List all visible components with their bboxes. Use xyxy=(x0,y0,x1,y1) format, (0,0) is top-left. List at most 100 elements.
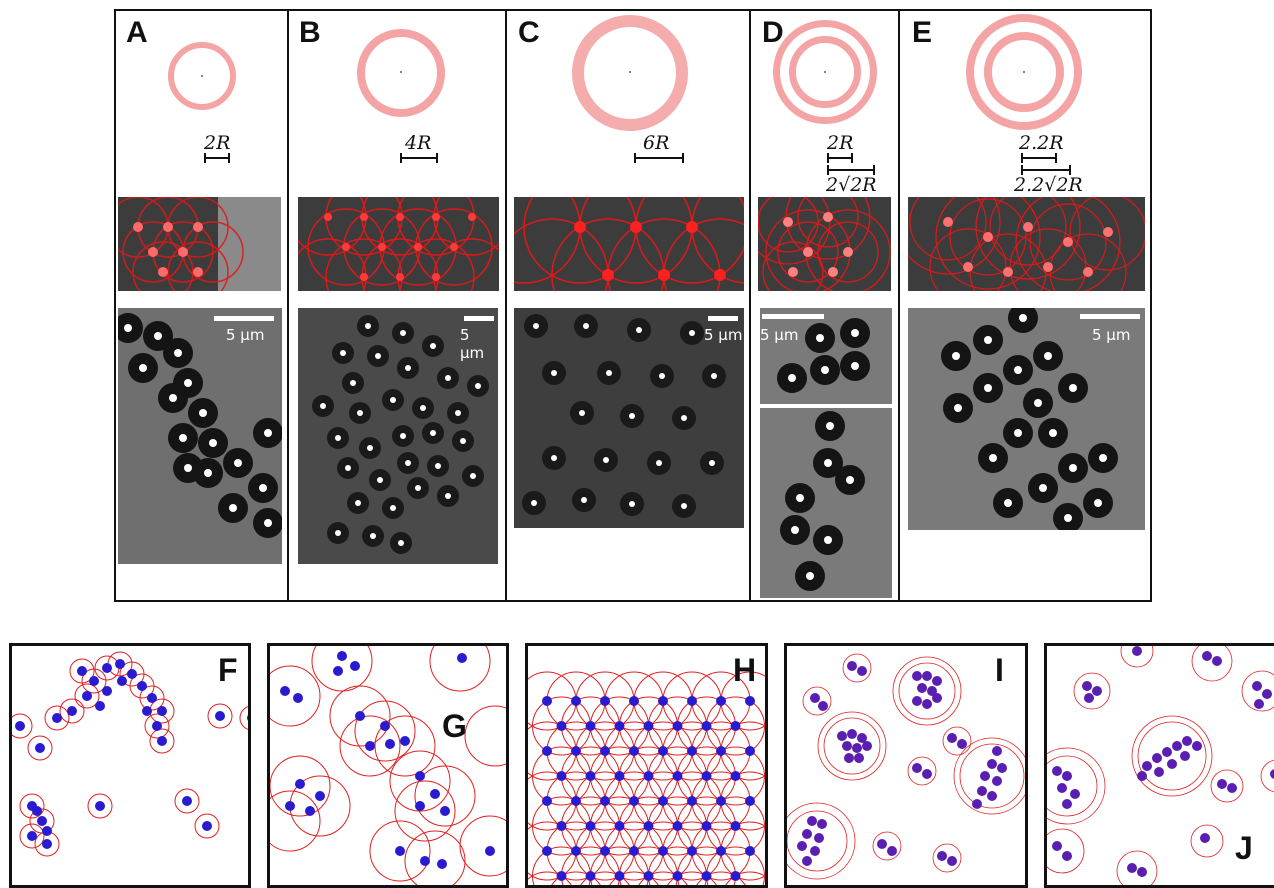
scale-label-b: 4R xyxy=(405,132,432,154)
lattice-particle xyxy=(672,771,683,781)
lattice-particle xyxy=(614,871,625,881)
scale-bar-e2 xyxy=(1021,165,1071,175)
lattice-particle xyxy=(629,796,639,806)
micro-scalebar-b xyxy=(464,316,494,321)
sim-label-h: H xyxy=(733,652,757,688)
lattice-particle xyxy=(643,721,654,731)
lattice-particle xyxy=(614,721,625,731)
divider-de xyxy=(898,9,900,602)
sim-label-j: J xyxy=(1235,830,1253,866)
lattice-particle xyxy=(556,771,567,781)
lattice-ring xyxy=(609,871,659,885)
lattice-particle xyxy=(600,846,610,856)
micrograph-a: 5 μm xyxy=(118,308,282,564)
lattice-particle xyxy=(571,746,581,756)
micro-scale-label-a: 5 μm xyxy=(226,326,265,344)
lattice-particle xyxy=(629,696,639,706)
lattice-ring xyxy=(720,721,765,781)
lattice-particle xyxy=(701,721,712,731)
potential-ring-d-outer xyxy=(773,20,877,124)
lattice-particle xyxy=(556,721,567,731)
scale-bar-c xyxy=(634,153,684,163)
lattice-particle xyxy=(643,871,654,881)
lattice-particle xyxy=(730,871,741,881)
overlay-image-c xyxy=(514,197,744,291)
overlay-image-b xyxy=(298,197,499,291)
potential-ring-e-outer xyxy=(966,14,1082,130)
lattice-particle xyxy=(672,821,683,831)
lattice-particle xyxy=(716,846,726,856)
lattice-particle xyxy=(571,696,581,706)
lattice-particle xyxy=(701,771,712,781)
scale-bar-d1 xyxy=(827,153,853,163)
sim-panel-i: I xyxy=(784,643,1028,888)
lattice-particle xyxy=(745,696,755,706)
micro-scalebar-a xyxy=(214,316,274,321)
center-dot-a xyxy=(201,75,203,77)
scale-bar-e1 xyxy=(1021,153,1057,163)
lattice-ring xyxy=(638,871,688,885)
micro-scalebar-d xyxy=(762,314,824,319)
lattice-particle xyxy=(687,846,697,856)
panel-label-e: E xyxy=(912,16,933,49)
lattice-particle xyxy=(745,846,755,856)
scale-label-c: 6R xyxy=(643,132,670,154)
lattice-particle xyxy=(716,746,726,756)
lattice-ring xyxy=(720,771,765,831)
lattice-particle xyxy=(745,796,755,806)
scale-bar-a xyxy=(204,153,230,163)
sim-panel-j: J xyxy=(1044,643,1274,888)
lattice-particle xyxy=(643,821,654,831)
micro-scale-label-c: 5 μm xyxy=(704,326,743,344)
lattice-particle xyxy=(687,696,697,706)
micro-scale-label-e: 5 μm xyxy=(1092,326,1131,344)
scale-bar-b xyxy=(400,153,438,163)
lattice-particle xyxy=(542,696,552,706)
lattice-particle xyxy=(585,771,596,781)
lattice-particle xyxy=(556,821,567,831)
lattice-particle xyxy=(542,846,552,856)
lattice-ring xyxy=(667,871,717,885)
potential-ring-c xyxy=(572,15,688,131)
lattice-particle xyxy=(730,721,741,731)
lattice-particle xyxy=(730,821,741,831)
lattice-particle xyxy=(716,696,726,706)
lattice-particle xyxy=(658,846,668,856)
scale-label-e2: 2.2√2R xyxy=(1014,174,1083,196)
micro-scale-label-d: 5 μm xyxy=(760,326,799,344)
potential-ring-b xyxy=(357,29,445,117)
sim-panel-h: H xyxy=(525,643,768,888)
micrograph-b: 5 μm xyxy=(298,308,498,564)
lattice-particle xyxy=(585,871,596,881)
lattice-particle xyxy=(614,771,625,781)
lattice-particle xyxy=(600,696,610,706)
panel-label-a: A xyxy=(126,16,148,49)
lattice-particle xyxy=(701,821,712,831)
potential-ring-d-inner xyxy=(789,36,861,108)
lattice-particle xyxy=(745,746,755,756)
lattice-particle xyxy=(658,746,668,756)
lattice-ring xyxy=(720,821,765,881)
lattice-particle xyxy=(629,846,639,856)
sim-label-g: G xyxy=(442,708,467,744)
lattice-particle xyxy=(658,796,668,806)
center-dot-e xyxy=(1023,71,1025,73)
lattice-particle xyxy=(643,771,654,781)
divider-bc xyxy=(505,9,507,602)
lattice-particle xyxy=(658,696,668,706)
micro-scalebar-c xyxy=(708,316,738,321)
divider-cd xyxy=(749,9,751,602)
panel-label-c: C xyxy=(518,16,540,49)
lattice-particle xyxy=(571,846,581,856)
lattice-particle xyxy=(730,771,741,781)
lattice-particle xyxy=(600,746,610,756)
lattice-particle xyxy=(614,821,625,831)
top-figure-frame xyxy=(114,9,1152,602)
lattice-particle xyxy=(585,721,596,731)
lattice-particle xyxy=(600,796,610,806)
overlay-image-d xyxy=(758,197,891,291)
scale-label-a: 2R xyxy=(204,132,231,154)
micrograph-d-bottom xyxy=(760,408,892,598)
lattice-ring xyxy=(528,871,572,885)
lattice-particle xyxy=(716,796,726,806)
